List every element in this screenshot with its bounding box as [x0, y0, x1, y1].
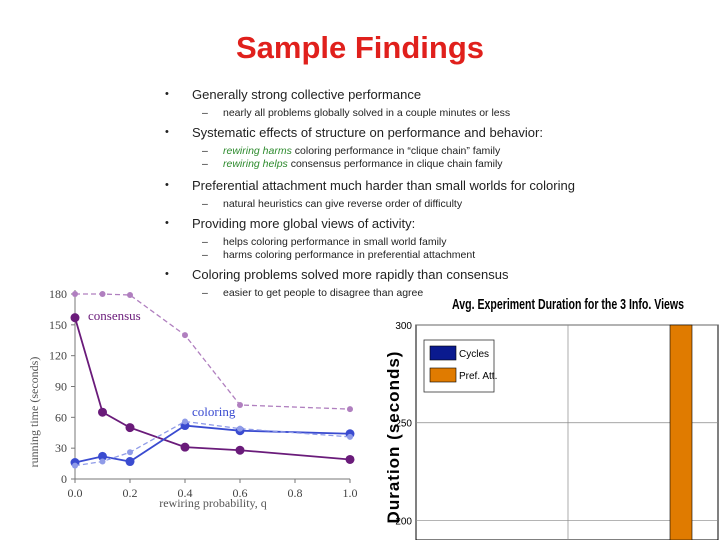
series-line [75, 293, 351, 410]
x-tick-label: 1.0 [343, 486, 358, 500]
series-line [74, 420, 351, 467]
sub-bullet-text: harms coloring performance in preferenti… [223, 249, 476, 261]
legend: Cycles Pref. Att. [423, 339, 497, 393]
data-point [237, 425, 243, 432]
sub-bullet-item: – rewiring helps consensus performance i… [165, 158, 715, 171]
bullet-text: Preferential attachment much harder than… [192, 178, 575, 193]
y-tick-label: 90 [55, 380, 67, 394]
sub-bullet-text: natural heuristics can give reverse orde… [223, 198, 463, 210]
y-tick-label: 250 [395, 419, 412, 430]
sub-bullet-item: – easier to get people to disagree than … [165, 287, 715, 300]
data-point [72, 291, 78, 297]
running-time-line-chart: running time (seconds) rewiring probabil… [27, 287, 358, 510]
data-point [99, 458, 106, 465]
bullet-item: • Coloring problems solved more rapidly … [165, 266, 715, 283]
y-tick-label: 30 [55, 441, 67, 455]
sub-bullet-dash: – [202, 107, 208, 119]
data-point [182, 332, 188, 339]
sub-bullet-item: – nearly all problems globally solved in… [165, 107, 715, 120]
sub-bullet-dash: – [202, 236, 208, 248]
bullet-glyph: • [165, 126, 169, 138]
sub-bullet-highlight: rewiring helps [223, 158, 288, 170]
legend-label: Cycles [459, 349, 489, 360]
y-tick-label: 60 [55, 410, 67, 424]
y-tick-label: 150 [49, 318, 67, 332]
data-point [125, 423, 135, 433]
sub-bullet-text: nearly all problems globally solved in a… [223, 107, 511, 119]
sub-bullet-text: helps coloring performance in small worl… [223, 236, 447, 248]
bullet-glyph: • [165, 268, 169, 280]
legend-swatch [429, 345, 457, 361]
bullet-item: • Generally strong collective performanc… [165, 86, 715, 103]
data-point [72, 462, 78, 469]
sub-bullet-item: – natural heuristics can give reverse or… [165, 198, 715, 211]
bullet-list: • Generally strong collective performanc… [165, 86, 715, 300]
bullet-text: Providing more global views of activity: [192, 216, 416, 231]
bar-chart-y-axis-label: Duration (seconds) [384, 351, 403, 524]
sub-bullet-item: – rewiring harms coloring performance in… [165, 145, 715, 158]
x-tick-label: 0.2 [123, 486, 138, 500]
x-axis-label: rewiring probability, q [159, 496, 267, 510]
x-tick-label: 0.4 [178, 486, 193, 500]
sub-bullet-highlight: rewiring harms [223, 145, 292, 157]
data-point [127, 292, 133, 299]
legend-label: Pref. Att. [459, 371, 497, 382]
y-tick-label: 0 [61, 472, 67, 486]
sub-bullet-text: easier to get people to disagree than ag… [223, 287, 424, 299]
sub-bullet-dash: – [202, 287, 208, 299]
data-point [127, 449, 133, 456]
y-tick-label: 120 [49, 349, 67, 363]
x-tick-label: 0.0 [68, 486, 83, 500]
slide-title: Sample Findings [235, 30, 485, 65]
bullet-glyph: • [165, 88, 169, 100]
y-tick-label: 300 [395, 321, 412, 332]
sub-bullet-text: coloring performance in “clique chain” f… [291, 145, 501, 157]
data-point [98, 451, 107, 461]
data-point [180, 442, 190, 452]
data-point [182, 418, 188, 425]
legend-swatch [429, 367, 457, 383]
x-tick-label: 0.6 [233, 486, 248, 500]
sub-bullet-item: – harms coloring performance in preferen… [165, 249, 715, 262]
bullet-text: Systematic effects of structure on perfo… [192, 125, 543, 140]
sub-bullet-text: consensus performance in clique chain fa… [287, 158, 503, 170]
series-line [74, 424, 351, 464]
y-axis-label: running time (seconds) [27, 357, 41, 468]
sub-bullet-item: – helps coloring performance in small wo… [165, 236, 715, 249]
bullet-item: • Preferential attachment much harder th… [165, 177, 715, 194]
sub-bullet-dash: – [202, 198, 208, 210]
data-point [125, 457, 135, 467]
bullet-item: • Systematic effects of structure on per… [165, 124, 715, 141]
duration-bar-chart: Avg. Experiment Duration for the 3 Info.… [384, 296, 719, 540]
sub-bullet-dash: – [202, 158, 208, 170]
bar-chart-title: Avg. Experiment Duration for the 3 Info.… [452, 296, 684, 313]
data-point [347, 433, 353, 440]
data-point [237, 402, 243, 408]
data-point [98, 407, 107, 417]
data-point [99, 291, 106, 297]
data-point [70, 313, 80, 323]
bar-pref-att [669, 324, 693, 540]
bullet-text: Generally strong collective performance [192, 87, 422, 102]
bullet-glyph: • [165, 179, 169, 191]
sub-bullet-dash: – [202, 249, 208, 261]
bullet-glyph: • [165, 217, 169, 229]
bullet-item: • Providing more global views of activit… [165, 215, 715, 232]
data-point [235, 445, 245, 455]
series-line [74, 317, 351, 461]
y-tick-label: 180 [49, 287, 67, 301]
x-tick-label: 0.8 [288, 486, 303, 500]
annotation-consensus: consensus [88, 308, 141, 323]
bullet-text: Coloring problems solved more rapidly th… [192, 267, 509, 282]
annotation-coloring: coloring [192, 404, 236, 419]
y-axis-label-group: running time (seconds) [27, 357, 41, 468]
data-point [347, 406, 353, 413]
sub-bullet-dash: – [202, 145, 208, 157]
data-point [345, 454, 355, 464]
y-tick-label: 200 [395, 516, 412, 527]
